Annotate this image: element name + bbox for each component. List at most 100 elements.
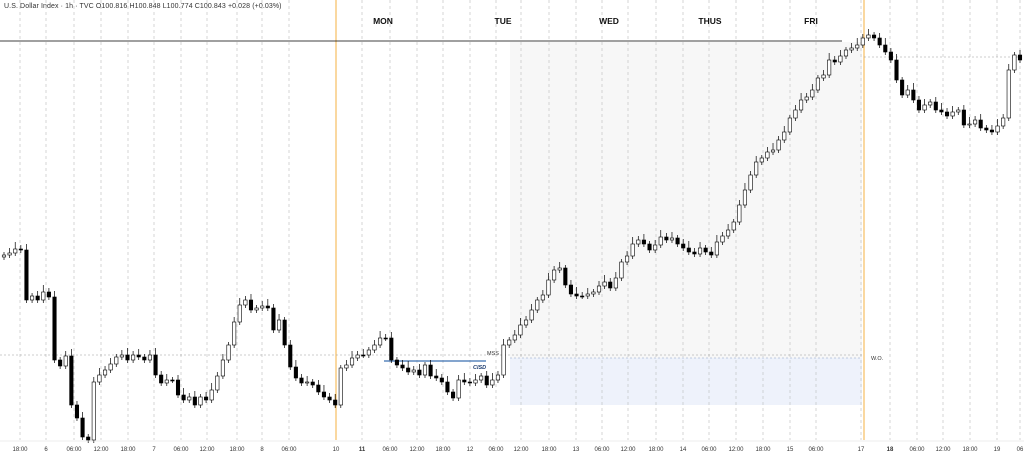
candle-body — [400, 364, 405, 369]
candle-body — [720, 235, 725, 243]
change-value: +0.028 (+0.03%) — [227, 3, 282, 10]
x-tick-label: 18:00 — [435, 447, 451, 453]
candle-body — [254, 307, 259, 311]
candle-body — [52, 296, 57, 361]
candle-body — [675, 237, 680, 245]
candle-body — [147, 354, 152, 361]
candle-body — [125, 354, 130, 361]
candle-body — [462, 379, 467, 383]
candle-body — [608, 281, 613, 289]
candle-body — [804, 96, 809, 101]
candle-body — [664, 236, 669, 241]
candle-body — [529, 309, 534, 321]
x-tick-label: 06:00 — [701, 447, 717, 453]
candle-body — [995, 125, 1000, 133]
candle-body — [406, 367, 411, 373]
candle-body — [1006, 69, 1011, 119]
candle-body — [765, 151, 770, 159]
candle-body — [91, 381, 96, 441]
candle-body — [260, 305, 265, 309]
candle-body — [277, 319, 282, 331]
candle-body — [316, 384, 321, 393]
candle-body — [933, 101, 938, 111]
candle-body — [102, 369, 108, 376]
candle-body — [950, 111, 955, 117]
candle-body — [619, 261, 624, 279]
premium-zone — [510, 42, 862, 358]
x-tick-label: 12:00 — [199, 447, 215, 453]
day-label-tue: TUE — [495, 16, 512, 26]
x-tick-label: 17 — [858, 447, 865, 453]
x-tick-label: 12:00 — [409, 447, 425, 453]
candle-body — [787, 117, 792, 133]
candle-body — [30, 295, 35, 301]
x-tick-label: 12:00 — [728, 447, 744, 453]
candle-body — [192, 396, 197, 406]
candle-body — [164, 379, 169, 384]
open-value: O100.816 — [95, 3, 128, 10]
candle-body — [552, 269, 557, 281]
candle-body — [299, 377, 304, 384]
candle-body — [1017, 54, 1023, 61]
candle-body — [973, 119, 978, 125]
x-tick-label: 06:00 — [488, 447, 504, 453]
candle-body — [574, 293, 579, 297]
candle-body — [647, 243, 652, 251]
discount-zone — [510, 358, 862, 405]
candle-body — [748, 174, 753, 191]
candle-body — [944, 111, 950, 117]
x-tick-label: 10 — [333, 447, 340, 453]
candle-body — [321, 391, 326, 398]
candle-body — [956, 109, 961, 113]
candle-body — [877, 37, 882, 46]
candle-body — [86, 436, 91, 441]
candle-body — [428, 364, 433, 377]
close-value: C100.843 — [194, 3, 226, 10]
candle-body — [305, 381, 310, 384]
cisd-label: CISD — [473, 365, 486, 371]
candle-body — [187, 396, 192, 401]
x-tick-label: 7 — [152, 447, 156, 453]
candle-body — [591, 291, 596, 295]
candle-body — [939, 109, 944, 113]
candle-body — [653, 244, 658, 251]
candle-body — [714, 241, 719, 256]
candle-body — [1012, 54, 1017, 71]
candle-body — [13, 248, 18, 254]
candle-body — [698, 247, 703, 255]
candle-body — [810, 89, 815, 98]
x-tick-label: 13 — [573, 447, 580, 453]
candle-body — [114, 356, 119, 365]
candle-body — [989, 129, 994, 133]
candle-body — [394, 359, 399, 366]
x-tick-label: 18:00 — [541, 447, 557, 453]
candle-body — [815, 77, 820, 91]
x-tick-label: 18:00 — [755, 447, 771, 453]
candle-body — [557, 267, 562, 271]
candle-body — [495, 374, 501, 381]
candle-body — [490, 379, 495, 386]
candle-body — [625, 255, 630, 263]
candle-body — [776, 139, 781, 151]
mss-label: MSS — [487, 351, 499, 357]
candle-body — [894, 59, 899, 81]
x-tick-label: 06:00 — [173, 447, 189, 453]
candle-body — [69, 355, 74, 406]
candle-body — [596, 285, 602, 293]
x-tick-label: 06:00 — [66, 447, 82, 453]
candle-body — [389, 337, 394, 361]
day-label-wed: WED — [599, 16, 619, 26]
candles-layer — [1, 29, 1023, 443]
candle-body — [742, 189, 747, 206]
x-tick-label: 12:00 — [935, 447, 951, 453]
candle-body — [636, 239, 641, 245]
candle-body — [580, 295, 585, 298]
day-label-mon: MON — [373, 16, 393, 26]
grid-layer — [19, 0, 1021, 440]
level-lines-layer — [0, 0, 1024, 440]
candle-body — [1001, 117, 1006, 127]
candle-body — [237, 304, 242, 323]
candle-body — [563, 267, 568, 286]
candle-body — [467, 381, 472, 384]
